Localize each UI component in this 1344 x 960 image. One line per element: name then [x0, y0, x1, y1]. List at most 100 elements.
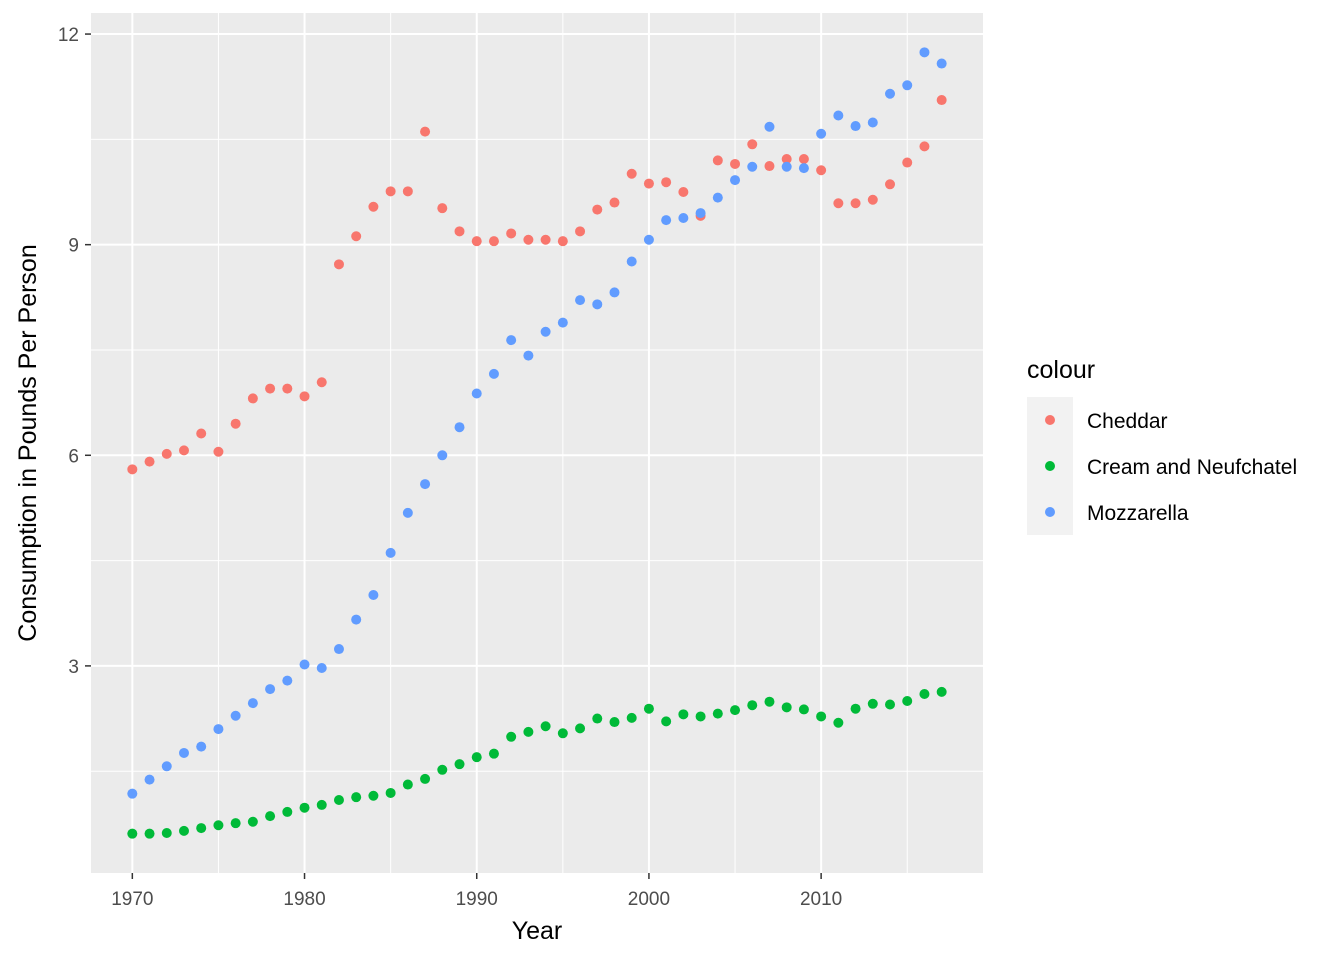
data-point [213, 724, 224, 735]
data-point [816, 711, 827, 722]
data-point [282, 806, 293, 817]
data-point [506, 228, 517, 239]
data-point [609, 287, 620, 298]
y-tick-label: 3 [68, 657, 79, 678]
data-point [127, 788, 138, 799]
legend: colour Cheddar Cream and Neufchatel Mozzar… [1027, 356, 1297, 535]
data-point [127, 464, 138, 475]
data-point [368, 589, 379, 600]
data-point [178, 825, 189, 836]
data-point [230, 710, 241, 721]
data-point [230, 418, 241, 429]
data-point [299, 802, 310, 813]
data-point [265, 811, 276, 822]
data-point [385, 787, 396, 798]
data-point [747, 161, 758, 172]
data-point [609, 197, 620, 208]
data-point [437, 764, 448, 775]
data-point [437, 450, 448, 461]
data-point [695, 208, 706, 219]
data-point [850, 703, 861, 714]
data-point [144, 456, 155, 467]
data-point [282, 675, 293, 686]
data-point [247, 816, 258, 827]
data-point [626, 168, 637, 179]
x-tick-label: 2000 [628, 889, 670, 910]
data-point [351, 231, 362, 242]
data-point [213, 446, 224, 457]
data-point [299, 391, 310, 402]
y-axis: 3 6 9 12 [58, 25, 91, 678]
x-tick-label: 1980 [283, 889, 325, 910]
data-point [523, 350, 534, 361]
data-point [867, 117, 878, 128]
data-point [695, 711, 706, 722]
data-point [592, 204, 603, 215]
data-point [626, 712, 637, 723]
data-point [402, 507, 413, 518]
data-point [747, 139, 758, 150]
data-point [316, 377, 327, 388]
data-point [437, 203, 448, 214]
data-point [678, 187, 689, 198]
data-point [730, 705, 741, 716]
data-point [661, 215, 672, 226]
data-point [368, 790, 379, 801]
data-point [833, 110, 844, 121]
x-axis: 1970 1980 1990 2000 2010 [111, 873, 842, 910]
data-point [333, 794, 344, 805]
data-points [127, 47, 947, 839]
data-point [902, 696, 913, 706]
data-point [488, 236, 499, 247]
data-point [730, 158, 741, 169]
legend-marker [1045, 507, 1055, 517]
data-point [764, 121, 775, 132]
data-point [885, 88, 896, 99]
data-point [420, 126, 431, 137]
data-point [265, 383, 276, 394]
data-point [161, 761, 172, 772]
data-point [265, 684, 276, 695]
data-point [712, 708, 723, 719]
data-point [523, 234, 534, 245]
data-point [247, 698, 258, 709]
data-point [730, 175, 741, 186]
legend-marker [1045, 461, 1055, 471]
data-point [540, 234, 551, 245]
data-point [850, 121, 861, 132]
legend-item: Cream and Neufchatel [1027, 443, 1297, 489]
data-point [454, 226, 465, 237]
x-tick-label: 2010 [800, 889, 842, 910]
data-point [333, 259, 344, 270]
data-point [523, 726, 534, 737]
data-point [161, 827, 172, 838]
data-point [609, 717, 620, 728]
y-tick-label: 12 [58, 25, 79, 46]
data-point [867, 698, 878, 709]
y-tick-label: 6 [68, 446, 79, 467]
data-point [575, 295, 586, 306]
data-point [420, 773, 431, 784]
data-point [867, 194, 878, 205]
data-point [540, 326, 551, 337]
data-point [144, 774, 155, 785]
data-point [678, 709, 689, 720]
legend-marker [1045, 415, 1055, 425]
data-point [592, 713, 603, 724]
series-mozzarella [127, 47, 947, 799]
data-point [833, 717, 844, 728]
data-point [643, 234, 654, 245]
data-point [196, 741, 207, 752]
data-point [506, 731, 517, 742]
data-point [385, 186, 396, 197]
data-point [798, 163, 809, 174]
data-point [488, 368, 499, 379]
data-point [850, 198, 861, 209]
data-point [420, 479, 431, 490]
data-point [781, 154, 792, 165]
data-point [764, 696, 775, 707]
data-point [368, 201, 379, 212]
legend-item: Cheddar [1027, 397, 1168, 443]
data-point [385, 547, 396, 558]
